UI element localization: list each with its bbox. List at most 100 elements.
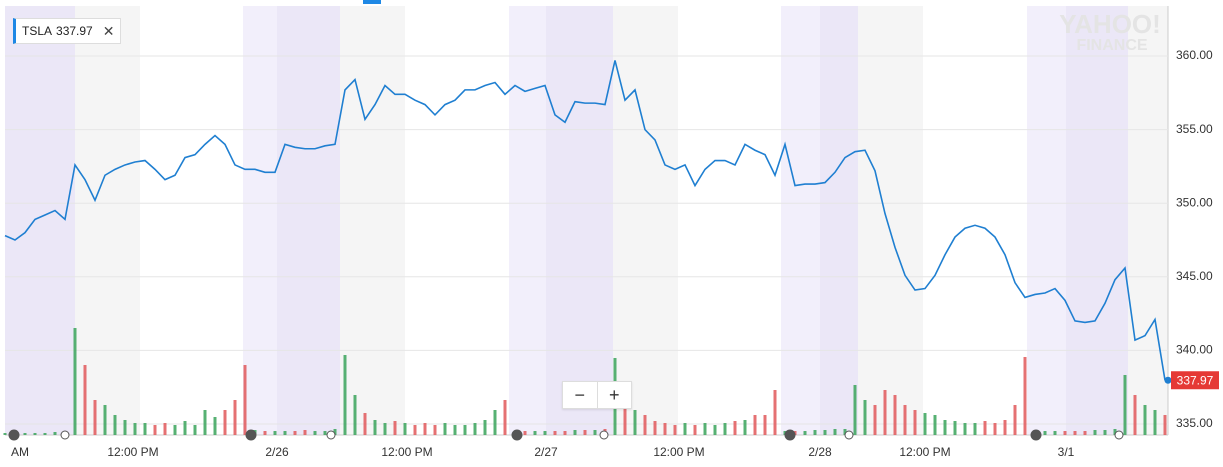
volume-bar [1043,431,1047,435]
volume-bar [313,431,317,435]
x-tick-label: 3/1 [1058,445,1075,459]
zoom-out[interactable]: − [574,385,585,405]
y-tick-label: 350.00 [1176,195,1213,209]
last-price-tag [1171,371,1219,390]
volume-bar [553,431,557,435]
volume-bar [1073,431,1077,435]
volume-bar [493,410,497,435]
volume-bar [773,390,777,435]
volume-bar [943,420,947,435]
volume-bar [1123,375,1127,435]
volume-bar [833,429,837,435]
volume-bar [993,423,997,435]
watermark: YAHOO! [1059,9,1161,39]
volume-bar [23,433,27,435]
volume-bar [343,355,347,435]
volume-bar [53,432,57,435]
y-tick-label: 345.00 [1176,269,1213,283]
zoom-in[interactable]: + [596,382,632,408]
volume-bar [563,431,567,435]
remove-symbol[interactable]: ✕ [102,22,115,39]
volume-bar [333,429,337,435]
volume-bar [393,421,397,435]
volume-bar [173,425,177,435]
volume-bar [123,420,127,435]
volume-bar [163,423,167,435]
volume-bar [933,415,937,435]
volume-bar [1013,405,1017,435]
volume-bar [73,328,77,435]
volume-bar [903,405,907,435]
volume-bar [963,423,967,435]
volume-bar [113,415,117,435]
volume-bar [623,400,627,435]
volume-bar [883,390,887,435]
volume-bar [213,417,217,435]
legend: TSLA 337.97 ✕ [13,18,122,44]
volume-bar [653,421,657,435]
volume-bar [263,431,267,435]
volume-bar [1063,431,1067,435]
volume-bar [863,400,867,435]
last-price-dot [1164,376,1172,384]
y-tick-label: 340.00 [1176,343,1213,357]
volume-bar [293,431,297,435]
volume-bar [3,433,7,435]
volume-bar [673,425,677,435]
volume-bar [633,410,637,435]
top-marker [363,0,381,4]
volume-bar [713,425,717,435]
volume-bar [753,415,757,435]
volume-bar [743,420,747,435]
y-tick-label: 335.00 [1176,416,1213,430]
volume-bar [273,431,277,435]
y-tick-label: 355.00 [1176,122,1213,136]
volume-bar [1003,420,1007,435]
volume-bar [923,413,927,435]
x-tick-label: 2/28 [808,445,832,459]
volume-bar [973,423,977,435]
volume-bar [423,423,427,435]
x-tick-label: 2/27 [534,445,558,459]
volume-bar [593,430,597,435]
volume-bar [733,421,737,435]
y-tick-label: 360.00 [1176,48,1213,62]
volume-bar [1023,357,1027,435]
volume-bar [723,423,727,435]
volume-bar [403,423,407,435]
volume-bar [1053,431,1057,435]
volume-bar [473,423,477,435]
volume-bar [1083,431,1087,435]
x-tick-label: 2/26 [265,445,289,459]
x-tick-label: 12:00 PM [381,445,432,459]
volume-bar [203,410,207,435]
volume-bar [693,425,697,435]
volume-bar [443,423,447,435]
volume-bar [803,431,807,435]
volume-bar [1093,430,1097,435]
volume-bar [103,405,107,435]
volume-bar [873,405,877,435]
session-icons [8,429,1124,441]
volume-bar [483,420,487,435]
volume-bar [813,430,817,435]
volume-bar [1133,395,1137,435]
volume-bar [133,423,137,435]
volume-bar [1163,415,1167,435]
volume-bar [533,431,537,435]
volume-bar [913,410,917,435]
volume-bar [233,400,237,435]
volume-bar [463,425,467,435]
volume-bar [853,385,857,435]
volume-bar [643,415,647,435]
volume-bar [453,425,457,435]
x-tick-label: 12:00 PM [107,445,158,459]
volume-bar [953,421,957,435]
volume-bar [683,423,687,435]
x-tick-label: 12:00 PM [653,445,704,459]
session-bands [5,6,1168,435]
volume-bar [663,423,667,435]
volume-bar [523,431,527,435]
volume-bar [823,430,827,435]
